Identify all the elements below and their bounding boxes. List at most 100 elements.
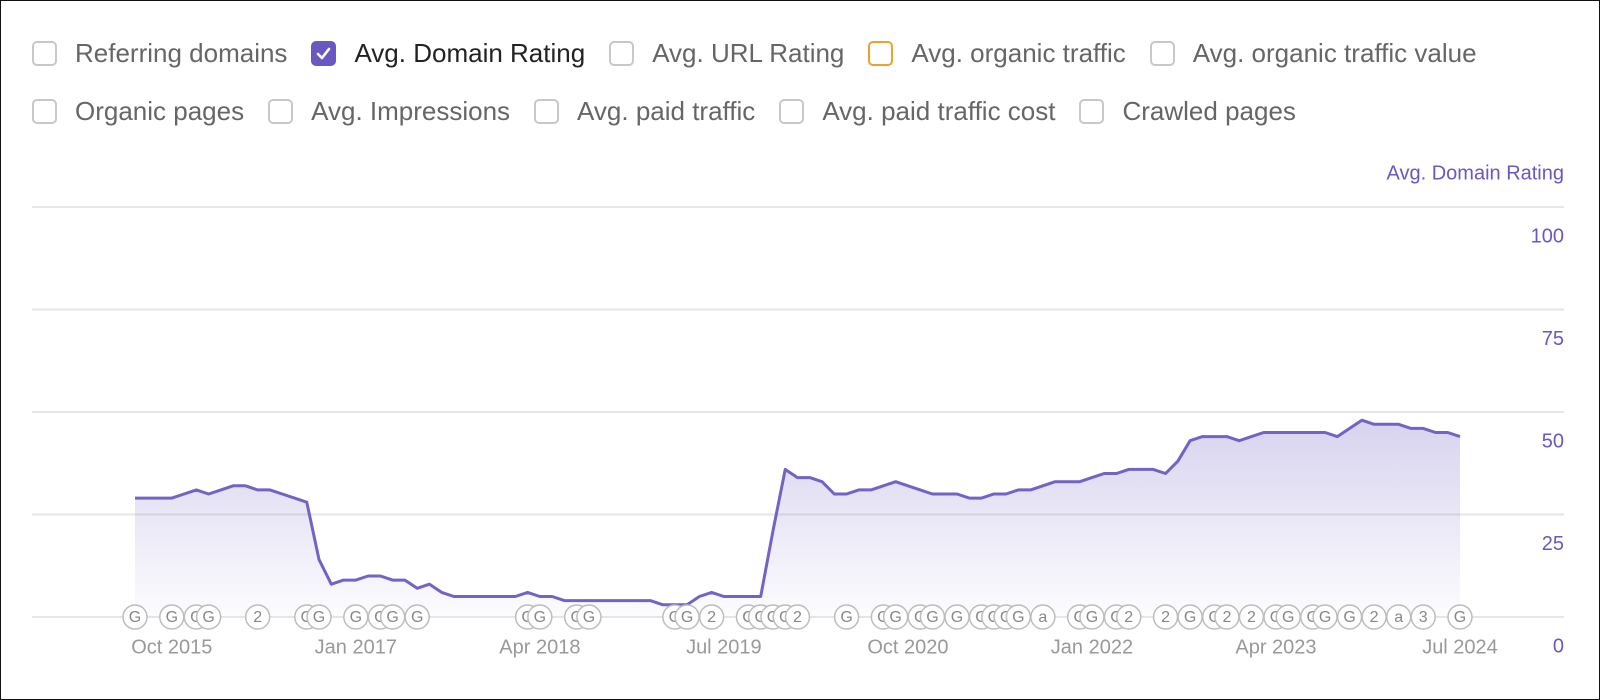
y-tick-label: 75 (1542, 328, 1564, 350)
annotation-marker: G (833, 604, 860, 630)
check-icon (317, 47, 331, 59)
annotation-label: 2 (793, 609, 802, 626)
annotation-marker: G (944, 604, 970, 630)
annotation-circle (698, 604, 725, 630)
metric-checkbox[interactable]: Avg. organic traffic (868, 37, 1126, 69)
annotation-marker: G (576, 604, 602, 630)
annotation-label: G (202, 609, 214, 626)
checkbox-box[interactable] (268, 98, 294, 124)
metric-checkbox[interactable]: Avg. paid traffic cost (779, 96, 1055, 127)
metric-checkbox[interactable]: Organic pages (32, 96, 244, 127)
annotation-circle (122, 604, 148, 630)
toggle-row: Organic pages Avg. Impressions Avg. paid t… (32, 91, 1501, 131)
x-tick-label: Oct 2020 (867, 636, 948, 658)
checkbox-box[interactable] (779, 98, 805, 124)
x-tick-label: Jul 2019 (686, 636, 762, 658)
annotation-marker: 2 (698, 604, 725, 630)
annotation-label: G (583, 609, 595, 626)
annotation-label: 2 (1161, 609, 1170, 626)
y-tick-label: 25 (1542, 533, 1564, 555)
line (135, 418, 1461, 607)
checkbox-label[interactable]: Organic pages (75, 95, 245, 126)
annotation-label: a (1038, 609, 1047, 626)
checkbox-label[interactable]: Avg. organic traffic value (1192, 37, 1477, 68)
annotation-label: G (926, 609, 938, 626)
checkbox-label[interactable]: Avg. Domain Rating (354, 37, 586, 68)
annotation-label: G (166, 609, 178, 626)
annotation-circle (1030, 604, 1056, 630)
checkbox-label[interactable]: Avg. paid traffic (577, 95, 756, 126)
x-tick-label: Jul 2024 (1422, 636, 1498, 658)
annotation-label: G (1184, 609, 1196, 626)
checkbox-box[interactable] (32, 40, 57, 66)
metric-checkbox[interactable]: Crawled pages (1079, 95, 1296, 127)
annotation-marker: a (1030, 604, 1056, 630)
annotation-marker: 2 (244, 604, 271, 630)
annotation-circle (306, 604, 332, 630)
checkbox-box[interactable] (1079, 98, 1105, 124)
annotation-label: G (313, 609, 325, 626)
annotation-marker: G (1336, 604, 1363, 630)
annotation-marker: 2 (784, 604, 811, 630)
y-tick-label: 0 (1553, 635, 1564, 657)
checkbox-label[interactable]: Avg. paid traffic cost (822, 95, 1056, 126)
annotation-circle (1447, 604, 1473, 630)
annotation-marker: 2 (1361, 604, 1387, 630)
checkbox-label[interactable]: Avg. Impressions (311, 95, 511, 126)
annotation-circle (784, 604, 811, 630)
annotation-marker: G (1275, 604, 1301, 630)
annotation-label: G (411, 609, 423, 626)
y-tick-label: 50 (1542, 430, 1564, 452)
area-fill (135, 420, 1460, 617)
annotation-label: 2 (1124, 609, 1133, 626)
annotation-label: 2 (1247, 609, 1256, 626)
checkbox-box[interactable] (32, 98, 57, 124)
annotation-label: 2 (1222, 609, 1231, 626)
metric-checkbox[interactable]: Referring domains (32, 38, 287, 69)
checkbox-box[interactable] (311, 40, 337, 66)
annotation-marker: G (1079, 604, 1105, 630)
metric-checkbox[interactable]: Avg. URL Rating (609, 38, 844, 69)
annotation-marker: G (1005, 604, 1032, 630)
metric-checkbox[interactable]: Avg. organic traffic value (1149, 37, 1477, 69)
annotation-circle (833, 604, 860, 630)
x-tick-label: Jan 2017 (315, 636, 397, 658)
annotation-marker: G (343, 604, 369, 630)
annotation-label: G (1086, 609, 1098, 626)
annotation-marker: 2 (1152, 604, 1179, 630)
toggle-row: Referring domains Avg. Domain Rating Avg. … (32, 33, 1501, 73)
annotation-marker: G (122, 604, 148, 630)
annotation-marker: a (1385, 604, 1412, 630)
checkbox-label[interactable]: Avg. URL Rating (652, 37, 845, 68)
checkbox-box[interactable] (1149, 40, 1175, 66)
checkbox-box[interactable] (868, 40, 894, 66)
annotation-label: G (1343, 609, 1355, 626)
annotation-label: G (1454, 609, 1466, 626)
annotation-circle (1410, 604, 1436, 630)
annotation-marker: G (195, 604, 222, 630)
annotation-circle (527, 604, 553, 630)
checkbox-box[interactable] (534, 98, 560, 124)
annotation-marker: G (919, 604, 946, 630)
annotation-marker: G (527, 604, 553, 630)
annotation-marker: 2 (1116, 604, 1142, 630)
checkbox-box[interactable] (609, 40, 635, 66)
annotation-circle (404, 604, 430, 630)
annotation-circle (244, 604, 271, 630)
annotation-marker: G (1177, 604, 1203, 630)
annotation-label: G (129, 609, 141, 626)
annotation-label: G (1012, 609, 1024, 626)
checkbox-label[interactable]: Avg. organic traffic (911, 37, 1126, 68)
x-tick-label: Apr 2023 (1235, 636, 1316, 658)
annotation-label: 2 (707, 609, 716, 626)
x-tick-label: Oct 2015 (131, 636, 212, 658)
checkbox-label[interactable]: Crawled pages (1122, 95, 1296, 126)
x-tick-label: Jan 2022 (1051, 636, 1133, 658)
metric-checkbox[interactable]: Avg. Domain Rating (311, 38, 585, 69)
metric-toggles: Referring domains Avg. Domain Rating Avg. … (32, 33, 1501, 149)
metric-checkbox[interactable]: Avg. Impressions (268, 96, 510, 127)
metric-checkbox[interactable]: Avg. paid traffic (534, 96, 755, 127)
annotation-label: 3 (1419, 609, 1428, 626)
checkbox-label[interactable]: Referring domains (75, 37, 288, 68)
